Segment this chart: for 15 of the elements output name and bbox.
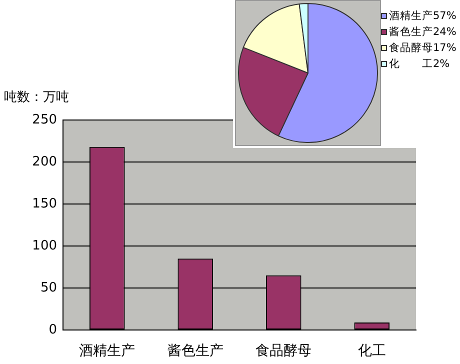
legend-label: 酱色生产24% (389, 25, 456, 40)
y-tick-label: 150 (32, 196, 57, 212)
y-tick-label: 200 (32, 154, 57, 170)
x-tick-label: 化工 (358, 343, 386, 360)
y-tick-label: 100 (32, 238, 57, 254)
legend-label: 化 工2% (389, 57, 450, 72)
x-tick-label: 酒精生产 (79, 343, 136, 360)
legend-label: 食品酵母17% (389, 41, 456, 56)
x-tick-label: 酱色生产 (167, 343, 224, 360)
y-tick-label: 0 (48, 322, 57, 338)
legend-label: 酒精生产57% (389, 9, 456, 24)
x-tick-label: 食品酵母 (256, 343, 312, 360)
y-tick-label: 50 (40, 280, 57, 296)
y-axis-title: 吨数：万吨 (4, 89, 69, 106)
y-tick-label: 250 (32, 112, 57, 128)
